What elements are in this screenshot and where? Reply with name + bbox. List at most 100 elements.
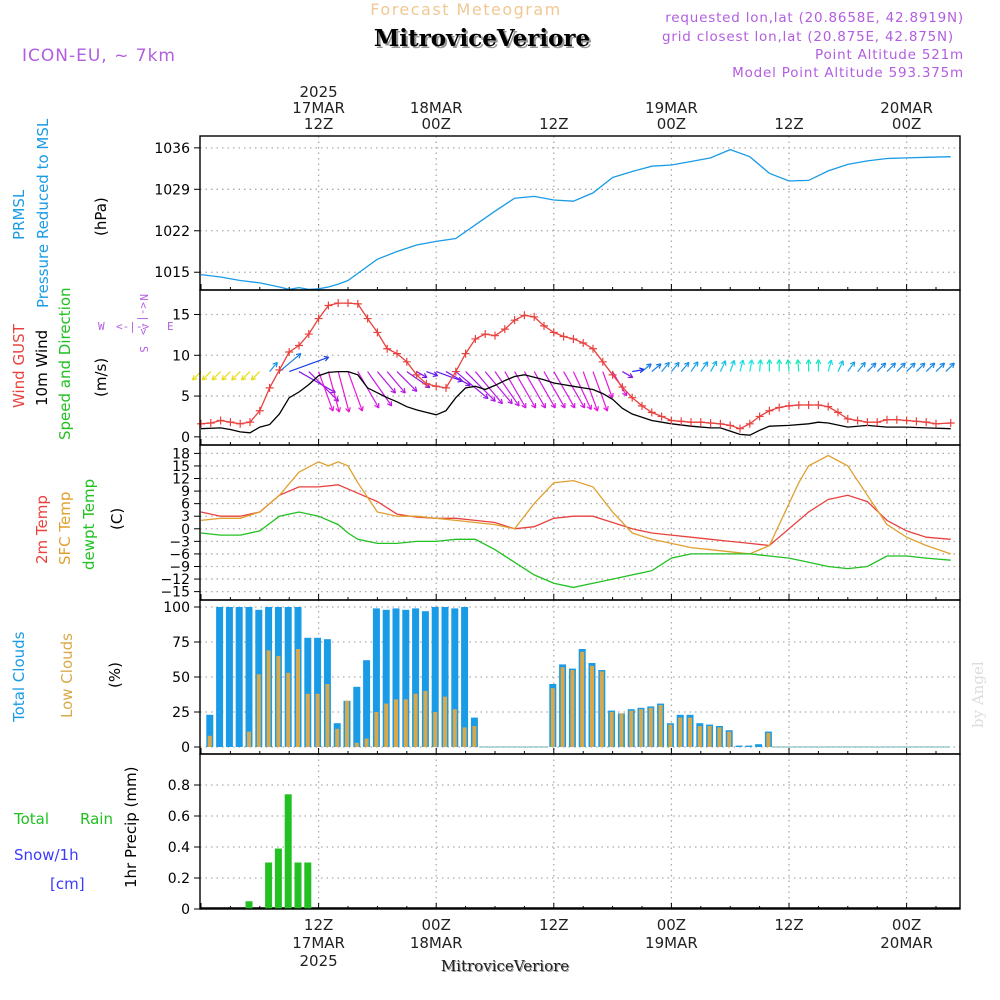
t2m-line [200,484,951,547]
gust-marker [726,421,735,430]
y-tick-label: 15 [172,459,190,475]
low-cloud-bar [609,712,614,747]
total-cloud-bar [392,608,400,747]
top-time-label: 12Z [304,115,333,133]
gust-marker [912,417,921,426]
y-tick-label: 0.2 [168,871,190,887]
low-cloud-bar [345,700,349,747]
gust-marker [412,370,421,379]
wind-arrow [670,362,680,372]
compass-e: E [167,320,174,333]
gust-marker [873,418,882,427]
low-cloud-bar [266,650,271,747]
wind-arrow-head [880,362,887,369]
wind-arrow-head [757,359,764,365]
gust-marker [647,408,656,417]
credit-watermark: by Angel [969,661,987,728]
low-cloud-bar [580,651,585,747]
wind-arrow [935,362,945,373]
wind-arrow-head [432,371,439,378]
gust-marker [481,330,490,339]
low-cloud-bar [678,717,683,747]
panel-1-frame [199,289,961,446]
total-cloud-bar [314,637,322,747]
gust-marker [946,418,955,427]
wind-arrow-head [507,398,513,405]
gust-marker [236,419,245,428]
dewpoint-line [200,511,951,589]
top-time-label: 20MAR [880,99,933,117]
y-tick-label: 0.4 [168,840,190,856]
wind-arrow [279,353,302,373]
gust-marker [638,401,646,410]
dew-label: dewpt Temp [80,479,98,570]
compass-ns-arrows: <-|-> [137,302,150,335]
wind-arrow [445,371,471,387]
temp-labels: 2m Temp SFC Temp dewpt Temp (C) [33,479,126,570]
wind-arrow-head [345,407,351,413]
low-cloud-bar [707,726,712,747]
panel-4-frame [199,753,961,910]
wind-arrow [514,371,537,409]
total-cloud-bar [304,637,312,747]
gust-marker [530,312,539,321]
compass-rose: W <-|-> E N <-|-> S [98,294,174,353]
y-tick-label: −12 [160,572,190,588]
low-cloud-bar [697,726,702,747]
wind-arrow-head [323,355,330,362]
wind-arrow-head [586,404,593,411]
gust-marker [442,383,450,392]
precip-bar [245,901,253,909]
gust-marker [677,417,686,426]
wind-arrow-head [514,400,520,407]
gust-marker [736,424,744,433]
gust-marker [569,334,578,343]
low-cloud-bar [688,717,692,747]
wind-arrow [906,362,916,373]
wind-arrow [641,363,652,373]
gust-marker [687,418,695,427]
total-cloud-bar [363,660,371,747]
total-cloud-bar [451,608,459,747]
wind-arrow-head [684,361,690,368]
bottom-time-label: 20MAR [880,934,933,952]
wind-arrow [269,362,278,372]
top-time-label: 17MAR [292,99,345,117]
wind-arrow [367,371,393,407]
wind-arrow [710,360,718,372]
panel-0-grid: 1015 1022 1029 1036 [154,136,960,290]
top-time-label: 12Z [539,115,568,133]
wind-arrow-head [721,360,727,366]
top-time-label: 12Z [774,115,803,133]
wind-arrow-head [748,359,755,365]
gust-marker [608,370,617,379]
gust-marker [520,311,529,320]
wind-arrow [729,360,735,372]
gust-marker [814,401,823,410]
low-cloud-bar [403,699,408,747]
bottom-time-label: 12Z [774,916,803,934]
low-cloud-bar [443,696,447,747]
compass-n: N [137,294,150,301]
y-tick-label: 0 [181,430,190,446]
wind-arrow [201,371,212,381]
model-point-altitude: Model Point Altitude 593.375m [732,65,964,81]
wind-arrow [572,371,592,410]
gust-marker [383,344,392,353]
wind-arrow-head [580,402,586,409]
wind-arrow [494,371,520,407]
gust-marker [334,299,343,308]
gust-marker [824,402,833,411]
wind-arrow-head [593,406,599,412]
y-tick-label: −9 [169,559,190,575]
wind-arrow [632,368,645,373]
y-tick-label: 9 [181,484,190,500]
wind-arrow [347,371,363,412]
wind-arrow-head [386,400,393,407]
gust-marker [393,349,401,358]
wind-arrow [318,371,334,412]
gust-marker [549,328,558,337]
gust-marker [892,415,901,424]
wind-arrow-head [411,386,418,392]
